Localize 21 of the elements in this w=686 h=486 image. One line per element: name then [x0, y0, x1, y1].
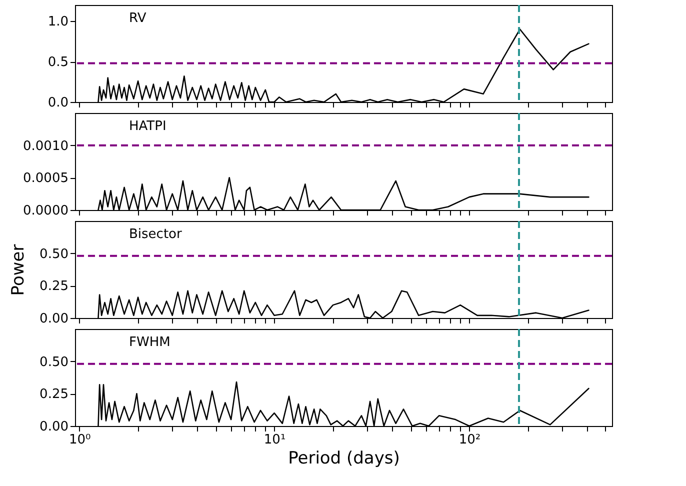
- text: HATPI: [129, 119, 166, 134]
- y-tick-label: 0.0010: [23, 138, 68, 154]
- y-tick-label: 0.00: [40, 420, 68, 434]
- y-tick-label: 1.0: [48, 14, 68, 30]
- y-tick-label: 0.50: [40, 354, 68, 370]
- y-tick-label: 0.00: [40, 312, 68, 326]
- y-axis-title: Power: [8, 244, 29, 296]
- y-tick-label: 0.50: [40, 246, 68, 262]
- x-axis-title: Period (days): [288, 448, 400, 468]
- y-tick-label: 0.5: [48, 55, 68, 70]
- x-tick-label: 10²: [458, 432, 481, 448]
- text: RV: [129, 11, 146, 26]
- x-tick-label: 10⁰: [68, 432, 91, 448]
- y-tick-label: 0.25: [40, 279, 68, 294]
- y-tick-label: 0.0005: [23, 171, 68, 186]
- y-tick-label: 0.0000: [23, 204, 68, 218]
- text: FWHM: [129, 335, 170, 350]
- x-tick-label: 10¹: [264, 432, 286, 448]
- y-tick-label: 0.25: [40, 387, 68, 402]
- y-tick-label: 0.0: [48, 96, 68, 110]
- text: Bisector: [129, 227, 182, 242]
